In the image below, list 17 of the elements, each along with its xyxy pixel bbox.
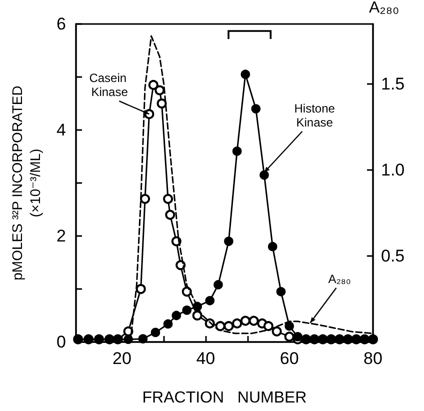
- x-tick-label: 20: [112, 349, 132, 368]
- y2-tick-label: 1.5: [381, 74, 405, 94]
- y-tick-label: 6: [56, 14, 66, 34]
- x-tick-label: 40: [196, 349, 216, 368]
- y2-tick-label: 1.0: [381, 160, 405, 180]
- x-axis-title: FRACTION NUMBER: [142, 390, 307, 406]
- x-tick-label: 80: [364, 349, 382, 368]
- y-tick-label: 0: [56, 332, 66, 352]
- y2-axis-title: A₂₈₀: [369, 0, 400, 16]
- annotation: Casein Kinase: [89, 71, 128, 100]
- y-tick-label: 4: [56, 120, 66, 140]
- y-axis-title: pMOLES ³²P INCORPORATED (×10⁻³/ML): [9, 86, 43, 280]
- y2-tick-label: 0.5: [381, 246, 405, 266]
- annotation: Histone Kinase: [294, 101, 336, 130]
- y-tick-label: 2: [56, 226, 66, 246]
- annotation: A₂₈₀: [328, 272, 351, 286]
- x-tick-label: 60: [280, 349, 299, 368]
